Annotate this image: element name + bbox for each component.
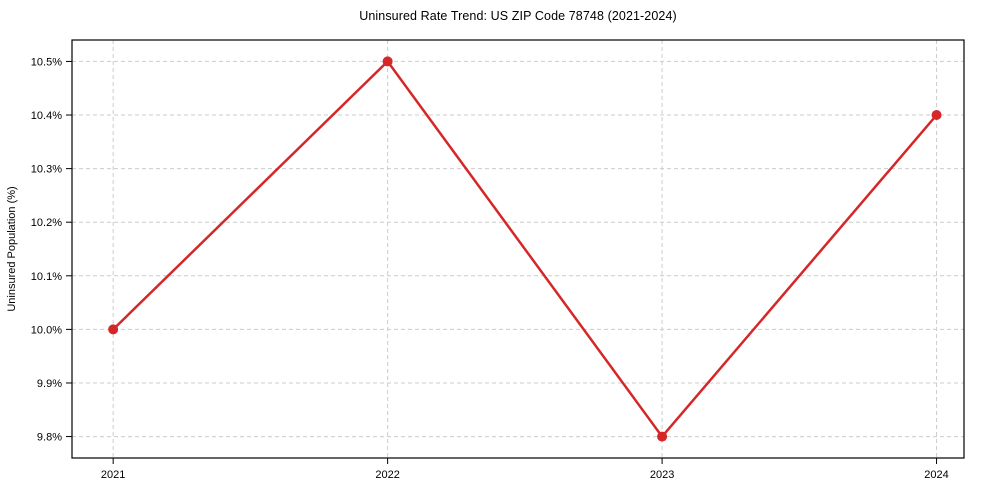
y-tick-label: 10.5% [31,56,62,68]
x-tick-label: 2023 [650,469,674,481]
trend-line [111,60,938,438]
y-tick-label: 10.1% [31,271,62,283]
x-tick-label: 2024 [924,469,948,481]
chart-title: Uninsured Rate Trend: US ZIP Code 78748 … [359,9,677,23]
plot-spines [71,39,965,459]
y-tick-label: 9.8% [37,432,62,444]
y-tick-label: 9.9% [37,378,62,390]
x-tick-label: 2021 [101,469,125,481]
y-tick-label: 10.4% [31,110,62,122]
data-point-marker [382,56,393,67]
y-tick-label: 10.2% [31,217,62,229]
x-tick-label: 2022 [375,469,399,481]
data-point-marker [657,431,668,442]
data-point-marker [108,324,119,335]
y-tick-label: 10.3% [31,164,62,176]
data-point-marker [931,110,942,121]
y-tick-label: 10.0% [31,324,62,336]
y-axis-label: Uninsured Population (%) [6,186,18,311]
